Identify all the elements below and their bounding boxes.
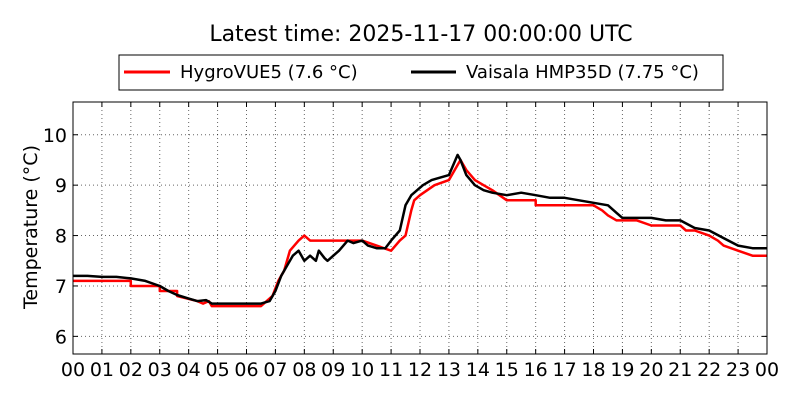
x-tick-label: 14: [466, 359, 490, 381]
x-tick-label: 08: [292, 359, 316, 381]
legend-label-series-0: HygroVUE5 (7.6 °C): [180, 62, 358, 83]
y-axis-label: Temperature (°C): [20, 145, 42, 310]
legend: HygroVUE5 (7.6 °C) Vaisala HMP35D (7.75 …: [118, 54, 724, 91]
x-tick-label: 11: [379, 359, 403, 381]
x-tick-label: 07: [263, 359, 287, 381]
chart-title: Latest time: 2025-11-17 00:00:00 UTC: [209, 22, 632, 47]
x-tick-label: 21: [668, 359, 692, 381]
x-tick-label: 00: [755, 359, 779, 381]
x-tick-label: 00: [61, 359, 85, 381]
x-tick-label: 04: [177, 359, 201, 381]
axis-ticks: 00 01 02 03 04 05 06 07 08 09 10 11 12 13 14 15 16 17 18 19…: [43, 102, 779, 381]
y-tick-label: 7: [55, 276, 67, 298]
y-tick-label: 6: [55, 326, 67, 348]
series-lines: [73, 153, 767, 308]
plot-area: [72, 101, 768, 355]
x-tick-label: 22: [697, 359, 721, 381]
x-tick-label: 23: [726, 359, 750, 381]
series-line-0: [73, 158, 767, 308]
x-tick-label: 20: [639, 359, 663, 381]
x-tick-label: 05: [205, 359, 229, 381]
legend-label-series-1: Vaisala HMP35D (7.75 °C): [466, 62, 699, 83]
x-tick-label: 02: [119, 359, 143, 381]
series-line-1: [73, 153, 767, 305]
x-tick-label: 18: [581, 359, 605, 381]
x-tick-label: 16: [524, 359, 548, 381]
x-tick-label: 19: [610, 359, 634, 381]
grid: [73, 102, 767, 354]
x-tick-label: 13: [437, 359, 461, 381]
x-tick-label: 12: [408, 359, 432, 381]
x-tick-label: 09: [321, 359, 345, 381]
y-tick-label: 8: [55, 226, 67, 248]
x-tick-label: 15: [495, 359, 519, 381]
x-tick-label: 10: [350, 359, 374, 381]
x-tick-label: 17: [552, 359, 576, 381]
x-tick-label: 01: [90, 359, 114, 381]
y-tick-label: 10: [43, 125, 67, 147]
x-tick-label: 03: [148, 359, 172, 381]
y-tick-label: 9: [55, 175, 67, 197]
x-tick-label: 06: [234, 359, 258, 381]
